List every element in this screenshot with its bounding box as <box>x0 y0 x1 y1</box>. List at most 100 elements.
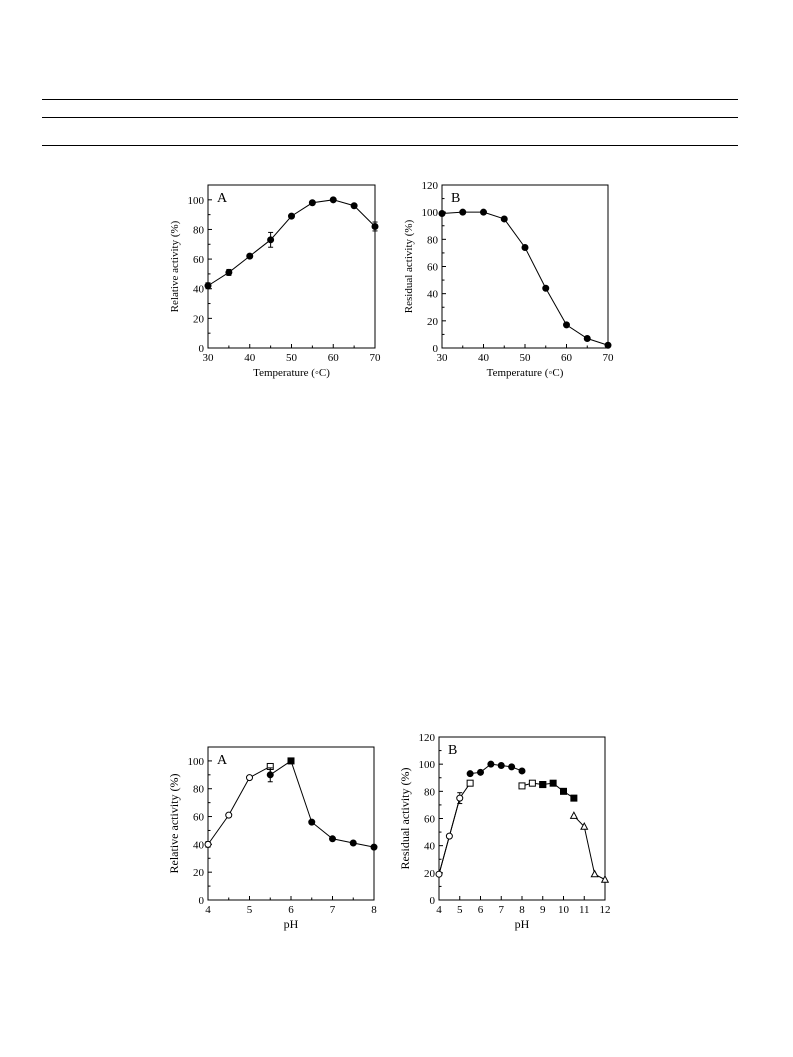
data-point-open-square <box>466 779 474 787</box>
y-tick-label: 60 <box>193 812 205 824</box>
x-tick-label: 4 <box>436 904 442 916</box>
data-point-filled-circle <box>267 236 275 244</box>
data-point-filled-circle <box>563 321 570 329</box>
y-tick-label: 80 <box>193 224 205 236</box>
panel-label: B <box>448 743 457 758</box>
bottom-rule <box>42 145 738 146</box>
series-0 <box>204 196 379 290</box>
x-tick-label: 60 <box>561 352 573 364</box>
data-point-filled-circle <box>266 771 274 779</box>
series-3 <box>287 757 295 765</box>
series-lines <box>438 763 606 881</box>
series-1 <box>466 779 474 787</box>
data-point-filled-circle <box>583 334 591 342</box>
data-point-open-triangle <box>580 821 589 830</box>
x-tick-label: 11 <box>579 904 590 916</box>
x-tick-label: 70 <box>370 352 382 364</box>
x-tick-label: 5 <box>457 904 463 916</box>
y-tick-label: 100 <box>188 756 205 768</box>
data-point-filled-circle <box>204 282 212 290</box>
data-point-filled-circle <box>604 341 612 349</box>
data-point-filled-circle <box>459 208 467 216</box>
x-tick-label: 60 <box>328 352 340 364</box>
y-tick-label: 0 <box>433 343 439 355</box>
x-tick-label: 7 <box>499 904 505 916</box>
x-axis-label: pH <box>515 917 530 931</box>
x-tick-label: 40 <box>244 352 256 364</box>
series-4 <box>539 779 578 802</box>
plot-frame <box>438 736 606 901</box>
y-tick-label: 20 <box>427 316 439 328</box>
y-tick-label: 60 <box>424 814 436 826</box>
x-tick-label: 10 <box>558 904 570 916</box>
data-point-filled-circle <box>371 222 379 230</box>
data-point-filled-circle <box>246 252 254 260</box>
y-tick-label: 80 <box>427 234 439 246</box>
series-0 <box>435 792 464 878</box>
data-point-open-circle <box>204 840 212 848</box>
data-point-filled-circle <box>370 843 378 851</box>
data-point-filled-circle <box>308 199 316 207</box>
y-tick-label: 60 <box>427 262 439 274</box>
panel-label: B <box>451 191 460 206</box>
chart-temperature-residual-activity: 30 40 50 60 70 0 20 40 60 80 100 120 Temperature (◦C… <box>403 180 615 379</box>
data-point-open-circle <box>246 774 253 782</box>
data-point-filled-circle <box>518 767 526 775</box>
data-point-open-triangle <box>590 869 599 878</box>
x-tick-label: 50 <box>520 352 532 364</box>
y-tick-label: 40 <box>193 284 205 296</box>
y-tick-label: 0 <box>430 895 436 907</box>
data-point-filled-square <box>539 781 547 789</box>
x-tick-label: 30 <box>437 352 449 364</box>
y-tick-label: 100 <box>422 207 439 219</box>
data-point-filled-circle <box>329 835 336 843</box>
data-point-filled-circle <box>438 210 446 218</box>
data-point-filled-square <box>570 794 578 802</box>
data-point-filled-circle <box>500 215 508 223</box>
x-tick-label: 4 <box>205 904 211 916</box>
y-tick-label: 80 <box>424 786 436 798</box>
y-tick-label: 60 <box>193 254 205 266</box>
y-tick-label: 20 <box>193 313 205 325</box>
x-tick-label: 8 <box>519 904 525 916</box>
y-tick-label: 80 <box>193 784 205 796</box>
y-tick-label: 20 <box>193 867 205 879</box>
x-tick-label: 70 <box>603 352 615 364</box>
data-point-filled-circle <box>508 763 516 771</box>
y-tick-label: 100 <box>188 195 205 207</box>
data-point-filled-circle <box>487 760 495 768</box>
data-point-filled-circle <box>329 196 337 204</box>
x-tick-label: 6 <box>288 904 294 916</box>
series-4 <box>308 818 378 851</box>
y-tick-label: 20 <box>424 868 436 880</box>
data-point-open-triangle <box>600 874 610 883</box>
series-line <box>207 760 375 848</box>
data-point-filled-circle <box>225 268 233 276</box>
data-point-open-circle <box>445 832 453 840</box>
y-tick-label: 40 <box>427 289 439 301</box>
plot-frame <box>207 184 376 349</box>
series-line <box>542 782 575 799</box>
series-line <box>573 815 606 881</box>
plot-frame <box>441 184 609 349</box>
x-tick-label: 50 <box>286 352 298 364</box>
series-line <box>441 211 609 346</box>
series-line <box>438 782 471 875</box>
x-tick-label: 8 <box>371 904 377 916</box>
y-axis-label: Residual activity (%) <box>398 768 412 870</box>
y-axis-label: Residual activity (%) <box>403 219 415 313</box>
x-axis-label: pH <box>284 917 299 931</box>
data-point-filled-circle <box>480 208 487 216</box>
data-point-filled-square <box>560 787 567 795</box>
series-2 <box>466 760 526 778</box>
plot-frame <box>207 746 375 901</box>
x-tick-label: 40 <box>478 352 490 364</box>
series-lines <box>441 211 609 346</box>
data-point-open-triangle <box>569 811 579 819</box>
top-rule <box>42 99 738 100</box>
series-lines <box>207 760 375 848</box>
data-point-filled-square <box>549 779 557 787</box>
y-tick-label: 0 <box>199 895 205 907</box>
y-tick-label: 120 <box>419 732 436 744</box>
